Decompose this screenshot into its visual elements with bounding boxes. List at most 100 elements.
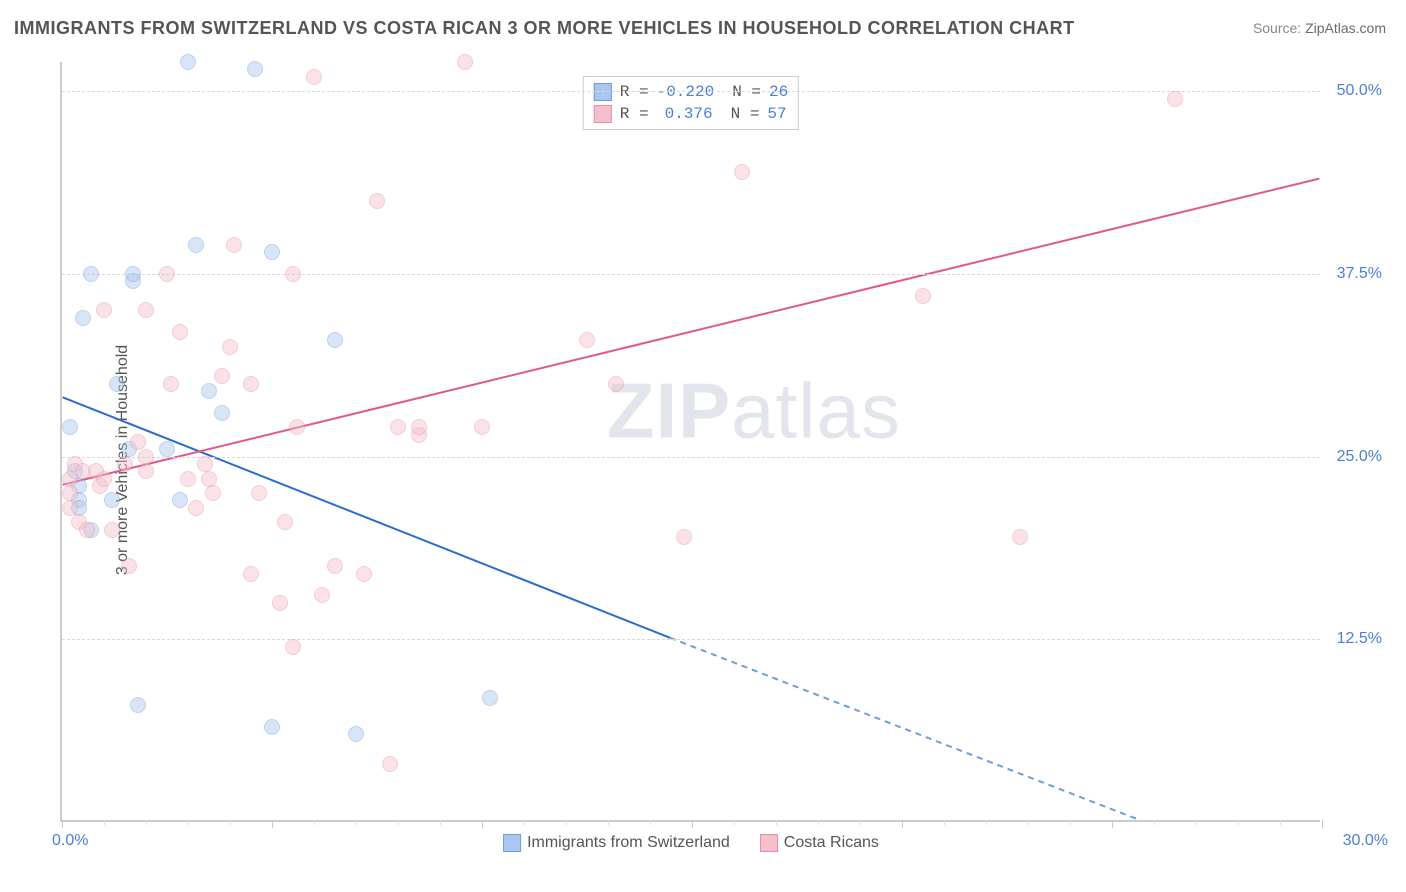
y-tick-label: 12.5% bbox=[1337, 630, 1382, 648]
x-tick-minor bbox=[398, 820, 399, 825]
data-point bbox=[243, 566, 259, 582]
legend-label-1: Immigrants from Switzerland bbox=[527, 834, 730, 852]
x-tick-minor bbox=[188, 820, 189, 825]
data-point bbox=[201, 471, 217, 487]
data-point bbox=[62, 485, 78, 501]
n-value-2: 57 bbox=[767, 103, 786, 125]
data-point bbox=[117, 456, 133, 472]
x-tick-minor bbox=[818, 820, 819, 825]
chart-container: 3 or more Vehicles in Household ZIPatlas… bbox=[14, 50, 1392, 870]
x-tick-minor bbox=[1196, 820, 1197, 825]
trend-lines bbox=[62, 62, 1320, 820]
data-point bbox=[75, 310, 91, 326]
x-tick-major bbox=[62, 820, 63, 828]
data-point bbox=[188, 237, 204, 253]
x-tick-minor bbox=[314, 820, 315, 825]
x-tick-minor bbox=[104, 820, 105, 825]
legend-label-2: Costa Ricans bbox=[784, 834, 879, 852]
x-tick-minor bbox=[566, 820, 567, 825]
swatch-series-2 bbox=[594, 105, 612, 123]
gridline bbox=[62, 639, 1320, 640]
x-tick-minor bbox=[650, 820, 651, 825]
legend-item-1: Immigrants from Switzerland bbox=[503, 834, 730, 852]
data-point bbox=[138, 449, 154, 465]
data-point bbox=[138, 302, 154, 318]
bottom-legend: Immigrants from Switzerland Costa Ricans bbox=[503, 834, 879, 852]
data-point bbox=[390, 419, 406, 435]
data-point bbox=[96, 471, 112, 487]
chart-title: IMMIGRANTS FROM SWITZERLAND VS COSTA RIC… bbox=[14, 18, 1075, 39]
x-axis-max-label: 30.0% bbox=[1343, 832, 1388, 850]
data-point bbox=[214, 368, 230, 384]
data-point bbox=[163, 376, 179, 392]
data-point bbox=[125, 266, 141, 282]
data-point bbox=[104, 522, 120, 538]
data-point bbox=[264, 719, 280, 735]
data-point bbox=[382, 756, 398, 772]
x-tick-minor bbox=[608, 820, 609, 825]
x-tick-minor bbox=[944, 820, 945, 825]
data-point bbox=[138, 463, 154, 479]
data-point bbox=[314, 587, 330, 603]
gridline bbox=[62, 274, 1320, 275]
data-point bbox=[676, 529, 692, 545]
source-credit: Source: ZipAtlas.com bbox=[1253, 20, 1386, 36]
watermark-bold: ZIP bbox=[607, 366, 731, 454]
data-point bbox=[180, 54, 196, 70]
n-label-2: N = bbox=[731, 103, 760, 125]
x-axis-min-label: 0.0% bbox=[52, 832, 88, 850]
data-point bbox=[243, 376, 259, 392]
data-point bbox=[222, 339, 238, 355]
x-tick-major bbox=[1112, 820, 1113, 828]
data-point bbox=[579, 332, 595, 348]
x-tick-minor bbox=[986, 820, 987, 825]
data-point bbox=[348, 726, 364, 742]
gridline bbox=[62, 91, 1320, 92]
legend-swatch-2 bbox=[760, 834, 778, 852]
data-point bbox=[109, 376, 125, 392]
x-tick-minor bbox=[1070, 820, 1071, 825]
x-tick-major bbox=[692, 820, 693, 828]
data-point bbox=[205, 485, 221, 501]
x-tick-minor bbox=[860, 820, 861, 825]
x-tick-minor bbox=[524, 820, 525, 825]
data-point bbox=[915, 288, 931, 304]
x-tick-minor bbox=[440, 820, 441, 825]
data-point bbox=[289, 419, 305, 435]
x-tick-major bbox=[272, 820, 273, 828]
legend-swatch-1 bbox=[503, 834, 521, 852]
r-value-2: 0.376 bbox=[665, 103, 713, 125]
y-tick-label: 25.0% bbox=[1337, 448, 1382, 466]
data-point bbox=[188, 500, 204, 516]
data-point bbox=[474, 419, 490, 435]
data-point bbox=[247, 61, 263, 77]
data-point bbox=[277, 514, 293, 530]
data-point bbox=[306, 69, 322, 85]
data-point bbox=[197, 456, 213, 472]
data-point bbox=[172, 492, 188, 508]
x-tick-major bbox=[482, 820, 483, 828]
data-point bbox=[327, 332, 343, 348]
x-tick-minor bbox=[1238, 820, 1239, 825]
data-point bbox=[121, 558, 137, 574]
x-tick-minor bbox=[356, 820, 357, 825]
data-point bbox=[356, 566, 372, 582]
data-point bbox=[369, 193, 385, 209]
data-point bbox=[734, 164, 750, 180]
data-point bbox=[96, 302, 112, 318]
data-point bbox=[79, 522, 95, 538]
stats-row-2: R = 0.376 N = 57 bbox=[594, 103, 788, 125]
stats-legend: R = -0.220 N = 26 R = 0.376 N = 57 bbox=[583, 76, 799, 130]
data-point bbox=[62, 500, 78, 516]
r-label-2: R = bbox=[620, 103, 649, 125]
x-tick-major bbox=[1322, 820, 1323, 828]
data-point bbox=[226, 237, 242, 253]
data-point bbox=[285, 639, 301, 655]
x-tick-minor bbox=[776, 820, 777, 825]
x-tick-minor bbox=[1028, 820, 1029, 825]
data-point bbox=[411, 419, 427, 435]
x-tick-minor bbox=[734, 820, 735, 825]
y-tick-label: 37.5% bbox=[1337, 265, 1382, 283]
data-point bbox=[104, 492, 120, 508]
data-point bbox=[130, 434, 146, 450]
